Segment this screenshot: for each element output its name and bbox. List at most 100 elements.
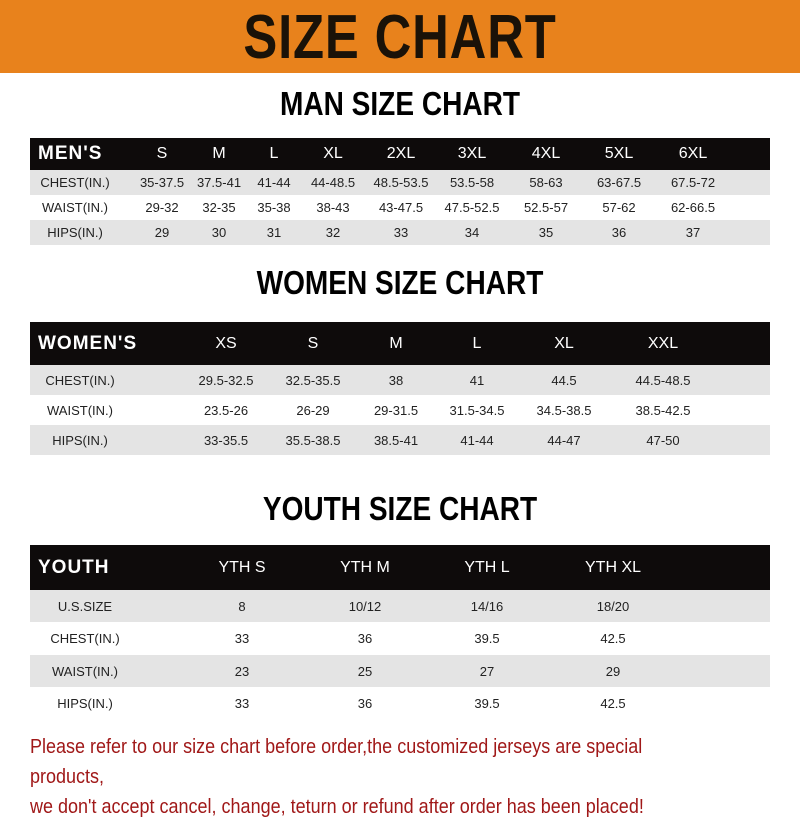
measurement-label: HIPS(IN.) [52, 432, 108, 448]
measurement-label: U.S.SIZE [57, 598, 113, 614]
measurement-value: 42.5 [600, 631, 626, 646]
measurement-value: 43-47.5 [378, 200, 424, 215]
size-header-cell: L [269, 145, 279, 162]
measurement-value: 35 [538, 225, 554, 240]
measurement-value: 57-62 [602, 200, 636, 215]
youth-section-title: YOUTH SIZE CHART [262, 490, 538, 527]
men-section-title: MAN SIZE CHART [280, 85, 520, 122]
measurement-value: 52.5-57 [523, 200, 569, 215]
measurement-value: 37 [685, 225, 701, 240]
size-header-cell: L [472, 334, 482, 352]
order-notice-line-1: Please refer to our size chart before or… [30, 736, 643, 788]
table-row: WAIST(IN.) 23.5-26 26-29 29-31.5 31.5-34.5 34… [30, 395, 770, 425]
measurement-value: 39.5 [474, 696, 500, 711]
measurement-label: HIPS(IN.) [47, 225, 103, 240]
order-notice-line-2: we don't accept cancel, change, teturn o… [30, 796, 644, 818]
measurement-value: 23 [234, 663, 250, 679]
size-header-cell: XS [215, 334, 237, 352]
measurement-value: 62-66.5 [670, 200, 716, 215]
measurement-value: 33 [393, 225, 409, 240]
measurement-value: 41-44 [257, 175, 291, 190]
measurement-value: 38-43 [316, 200, 350, 215]
order-notice: Please refer to our size chart before or… [30, 732, 714, 822]
size-header-cell: YTH L [464, 558, 510, 576]
measurement-value: 10/12 [348, 598, 382, 614]
measurement-label: CHEST(IN.) [40, 175, 110, 190]
measurement-value: 36 [357, 631, 373, 646]
women-section-title: WOMEN SIZE CHART [256, 264, 544, 301]
measurement-value: 39.5 [474, 631, 500, 646]
measurement-value: 33-35.5 [203, 432, 249, 448]
size-header-cell: XXL [647, 334, 679, 352]
measurement-value: 47.5-52.5 [444, 200, 500, 215]
size-header-cell: S [156, 145, 168, 162]
measurement-value: 32.5-35.5 [285, 372, 341, 388]
measurement-label: CHEST(IN.) [45, 372, 115, 388]
measurement-value: 25 [357, 663, 373, 679]
measurement-value: 30 [211, 225, 227, 240]
measurement-value: 29.5-32.5 [198, 372, 254, 388]
size-header-cell: XL [554, 334, 574, 352]
measurement-value: 37.5-41 [196, 175, 242, 190]
measurement-value: 44-47 [547, 432, 581, 448]
measurement-value: 42.5 [600, 696, 626, 711]
measurement-value: 63-67.5 [596, 175, 642, 190]
measurement-value: 41 [469, 372, 485, 388]
measurement-value: 38.5-42.5 [635, 402, 691, 418]
measurement-value: 36 [611, 225, 627, 240]
measurement-label: WAIST(IN.) [42, 200, 108, 215]
measurement-value: 35.5-38.5 [285, 432, 341, 448]
measurement-value: 32-35 [202, 200, 236, 215]
size-header-cell: M [389, 334, 403, 352]
measurement-value: 67.5-72 [670, 175, 716, 190]
banner-title: SIZE CHART [243, 3, 557, 72]
table-row: U.S.SIZE 8 10/12 14/16 18/20 [30, 590, 770, 622]
header-row: YOUTH YTH S YTH M YTH L YTH XL [30, 545, 770, 590]
measurement-value: 29 [154, 225, 170, 240]
table-row: WAIST(IN.) 29-32 32-35 35-38 38-43 43-47.5 47.… [30, 195, 770, 220]
measurement-value: 38.5-41 [373, 432, 419, 448]
measurement-value: 8 [238, 598, 246, 614]
table-title-cell: WOMEN'S [38, 332, 138, 354]
measurement-value: 31 [266, 225, 282, 240]
size-header-cell: YTH XL [584, 558, 642, 576]
measurement-value: 47-50 [646, 432, 680, 448]
measurement-value: 29-32 [145, 200, 179, 215]
measurement-label: HIPS(IN.) [57, 696, 113, 711]
measurement-label: WAIST(IN.) [47, 402, 113, 418]
measurement-value: 18/20 [596, 598, 630, 614]
measurement-value: 29 [605, 663, 621, 679]
header-row: WOMEN'S XS S M L XL XXL [30, 322, 770, 365]
measurement-value: 33 [234, 631, 250, 646]
table-row: HIPS(IN.) 29 30 31 32 33 34 35 36 37 [30, 220, 770, 245]
measurement-value: 44.5-48.5 [635, 372, 691, 388]
measurement-value: 23.5-26 [203, 402, 249, 418]
size-header-cell: XL [323, 145, 343, 162]
table-row: CHEST(IN.) 33 36 39.5 42.5 [30, 622, 770, 655]
table-title-cell: MEN'S [38, 143, 103, 164]
header-row: MEN'S S M L XL 2XL 3XL 4XL 5XL 6XL [30, 138, 770, 170]
size-header-cell: 3XL [457, 145, 487, 162]
size-header-cell: S [307, 334, 319, 352]
table-title-cell: YOUTH [38, 556, 110, 578]
measurement-value: 35-37.5 [139, 175, 185, 190]
table-row: HIPS(IN.) 33 36 39.5 42.5 [30, 687, 770, 720]
size-header-cell: YTH S [218, 558, 266, 576]
size-header-cell: 4XL [531, 145, 561, 162]
measurement-value: 31.5-34.5 [449, 402, 505, 418]
measurement-value: 41-44 [460, 432, 494, 448]
measurement-value: 58-63 [529, 175, 563, 190]
table-row: WAIST(IN.) 23 25 27 29 [30, 655, 770, 687]
table-row: HIPS(IN.) 33-35.5 35.5-38.5 38.5-41 41-44 44-… [30, 425, 770, 455]
measurement-value: 34.5-38.5 [536, 402, 592, 418]
measurement-value: 29-31.5 [373, 402, 419, 418]
table-row: CHEST(IN.) 35-37.5 37.5-41 41-44 44-48.5 48.5… [30, 170, 770, 195]
measurement-value: 53.5-58 [449, 175, 495, 190]
measurement-label: CHEST(IN.) [50, 631, 120, 646]
size-header-cell: 2XL [386, 145, 416, 162]
measurement-value: 44-48.5 [310, 175, 356, 190]
size-header-cell: 6XL [678, 145, 708, 162]
size-header-cell: 5XL [604, 145, 634, 162]
size-header-cell: YTH M [340, 558, 390, 576]
measurement-value: 14/16 [470, 598, 504, 614]
